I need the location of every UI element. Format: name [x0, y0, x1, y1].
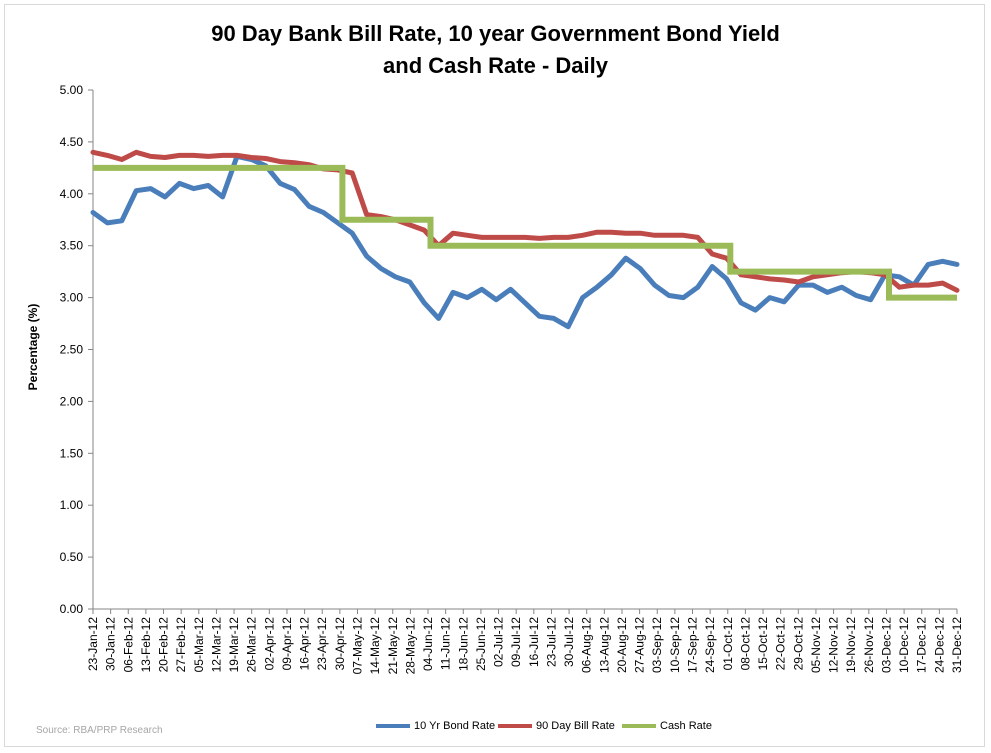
y-tick-label: 3.00 [60, 291, 84, 305]
y-tick-label: 3.50 [60, 239, 84, 253]
chart-title: 90 Day Bank Bill Rate, 10 year Governmen… [0, 18, 991, 82]
x-tick-label: 08-Oct-12 [738, 617, 752, 671]
x-tick-label: 03-Dec-12 [879, 617, 893, 673]
y-tick-label: 2.50 [60, 343, 84, 357]
x-tick-label: 19-Nov-12 [844, 617, 858, 673]
x-tick-label: 24-Sep-12 [703, 617, 717, 673]
x-tick-label: 21-May-12 [386, 617, 400, 675]
y-tick-label: 2.00 [60, 394, 84, 408]
x-tick-label: 20-Aug-12 [615, 617, 629, 673]
series-line-bond-rate [90, 153, 960, 330]
series-line-cash-rate [93, 164, 957, 301]
legend-label-bill: 90 Day Bill Rate [536, 720, 615, 732]
x-tick-label: 30-Jul-12 [562, 617, 576, 667]
y-tick-label: 0.00 [60, 602, 84, 616]
x-tick-label: 24-Dec-12 [932, 617, 946, 673]
legend-swatch-bond [376, 724, 410, 728]
x-tick-label: 26-Mar-12 [245, 617, 259, 673]
x-tick-label: 14-May-12 [368, 617, 382, 675]
x-tick-label: 23-Apr-12 [315, 617, 329, 671]
x-tick-label: 09-Apr-12 [280, 617, 294, 671]
x-tick-label: 05-Mar-12 [192, 617, 206, 673]
y-tick-label: 4.50 [60, 135, 84, 149]
x-tick-label: 23-Jul-12 [544, 617, 558, 667]
y-tick-label: 5.00 [60, 83, 84, 97]
x-tick-label: 20-Feb-12 [157, 617, 171, 673]
x-tick-label: 10-Sep-12 [668, 617, 682, 673]
x-tick-label: 27-Feb-12 [174, 617, 188, 673]
x-tick-label: 02-Apr-12 [262, 617, 276, 671]
y-tick-label: 0.50 [60, 550, 84, 564]
x-tick-label: 19-Mar-12 [227, 617, 241, 673]
x-tick-label: 05-Nov-12 [809, 617, 823, 673]
x-tick-label: 29-Oct-12 [791, 617, 805, 671]
x-tick-label: 31-Dec-12 [950, 617, 964, 673]
x-tick-label: 12-Mar-12 [209, 617, 223, 673]
x-tick-label: 27-Aug-12 [633, 617, 647, 673]
y-tick-label: 1.50 [60, 446, 84, 460]
source-note: Source: RBA/PRP Research [36, 725, 163, 736]
x-tick-label: 06-Aug-12 [580, 617, 594, 673]
x-tick-label: 18-Jun-12 [456, 617, 470, 671]
x-tick-label: 01-Oct-12 [721, 617, 735, 671]
x-tick-label: 16-Apr-12 [298, 617, 312, 671]
legend-label-cash: Cash Rate [660, 720, 712, 732]
x-tick-label: 09-Jul-12 [509, 617, 523, 667]
x-tick-label: 11-Jun-12 [439, 617, 453, 670]
legend: 10 Yr Bond Rate 90 Day Bill Rate Cash Ra… [0, 716, 991, 736]
chart-frame [4, 4, 985, 747]
x-tick-label: 30-Apr-12 [333, 617, 347, 671]
x-tick-label: 02-Jul-12 [492, 617, 506, 667]
x-tick-label: 10-Dec-12 [897, 617, 911, 673]
legend-item-bill: 90 Day Bill Rate [498, 716, 615, 736]
x-tick-label: 15-Oct-12 [756, 617, 770, 671]
x-tick-label: 03-Sep-12 [650, 617, 664, 673]
x-tick-label: 17-Sep-12 [686, 617, 700, 673]
x-tick-label: 07-May-12 [350, 617, 364, 675]
x-tick-label: 06-Feb-12 [121, 617, 135, 673]
x-tick-label: 16-Jul-12 [527, 617, 541, 667]
legend-label-bond: 10 Yr Bond Rate [414, 720, 496, 732]
x-tick-label: 25-Jun-12 [474, 617, 488, 671]
x-tick-label: 28-May-12 [403, 617, 417, 675]
x-tick-label: 22-Oct-12 [774, 617, 788, 671]
x-tick-label: 23-Jan-12 [86, 617, 100, 671]
legend-swatch-bill [498, 724, 532, 728]
y-tick-label: 1.00 [60, 498, 84, 512]
x-tick-label: 30-Jan-12 [104, 617, 118, 671]
series-line-bill-rate [90, 149, 960, 293]
x-tick-label: 12-Nov-12 [827, 617, 841, 673]
legend-item-bond: 10 Yr Bond Rate [376, 716, 495, 736]
chart-title-line-1: 90 Day Bank Bill Rate, 10 year Governmen… [211, 21, 780, 46]
x-tick-label: 26-Nov-12 [862, 617, 876, 673]
chart-title-line-2: and Cash Rate - Daily [383, 53, 608, 78]
x-tick-label: 13-Feb-12 [139, 617, 153, 673]
legend-item-cash: Cash Rate [622, 716, 712, 736]
legend-swatch-cash [622, 724, 656, 728]
y-tick-label: 4.00 [60, 187, 84, 201]
x-tick-label: 04-Jun-12 [421, 617, 435, 671]
x-tick-label: 17-Dec-12 [915, 617, 929, 673]
x-tick-label: 13-Aug-12 [597, 617, 611, 673]
